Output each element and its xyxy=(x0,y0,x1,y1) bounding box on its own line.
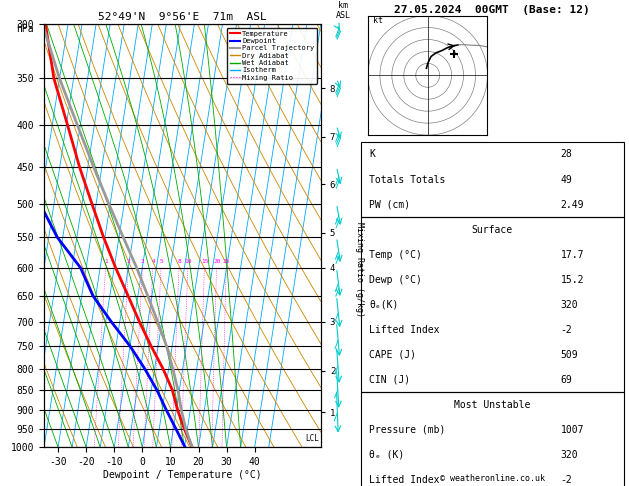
Text: km
ASL: km ASL xyxy=(335,0,350,20)
Text: Most Unstable: Most Unstable xyxy=(454,399,530,410)
Text: LCL: LCL xyxy=(306,434,320,443)
Text: 69: 69 xyxy=(560,375,572,384)
Text: Totals Totals: Totals Totals xyxy=(369,174,445,185)
Title: 52°49'N  9°56'E  71m  ASL: 52°49'N 9°56'E 71m ASL xyxy=(98,12,267,22)
Text: 2: 2 xyxy=(127,260,131,264)
Text: 2.49: 2.49 xyxy=(560,200,584,209)
Text: Pressure (mb): Pressure (mb) xyxy=(369,425,445,434)
Text: 15: 15 xyxy=(201,260,208,264)
Text: 15.2: 15.2 xyxy=(560,275,584,285)
Text: 27.05.2024  00GMT  (Base: 12): 27.05.2024 00GMT (Base: 12) xyxy=(394,5,590,15)
Bar xyxy=(361,142,623,217)
Text: 49: 49 xyxy=(560,174,572,185)
Text: 5: 5 xyxy=(159,260,163,264)
Text: 17.7: 17.7 xyxy=(560,250,584,260)
Text: CAPE (J): CAPE (J) xyxy=(369,349,416,360)
Text: 28: 28 xyxy=(560,150,572,159)
Text: 3: 3 xyxy=(141,260,145,264)
Text: K: K xyxy=(369,150,375,159)
Text: θₑ (K): θₑ (K) xyxy=(369,450,404,460)
Text: © weatheronline.co.uk: © weatheronline.co.uk xyxy=(440,473,545,483)
Text: Surface: Surface xyxy=(472,225,513,235)
Text: 1007: 1007 xyxy=(560,425,584,434)
Legend: Temperature, Dewpoint, Parcel Trajectory, Dry Adiabat, Wet Adiabat, Isotherm, Mi: Temperature, Dewpoint, Parcel Trajectory… xyxy=(227,28,317,84)
Text: 320: 320 xyxy=(560,450,578,460)
Text: 4: 4 xyxy=(151,260,155,264)
Text: kt: kt xyxy=(373,16,382,25)
X-axis label: Dewpoint / Temperature (°C): Dewpoint / Temperature (°C) xyxy=(103,469,262,480)
Text: Temp (°C): Temp (°C) xyxy=(369,250,422,260)
Text: Lifted Index: Lifted Index xyxy=(369,325,440,335)
Text: -2: -2 xyxy=(560,325,572,335)
Text: 20: 20 xyxy=(213,260,221,264)
Text: θₑ(K): θₑ(K) xyxy=(369,299,398,310)
Text: hPa: hPa xyxy=(16,24,34,35)
Text: CIN (J): CIN (J) xyxy=(369,375,410,384)
Text: 1: 1 xyxy=(104,260,108,264)
Text: -2: -2 xyxy=(560,475,572,485)
Text: 8: 8 xyxy=(177,260,181,264)
Text: Dewp (°C): Dewp (°C) xyxy=(369,275,422,285)
Text: Mixing Ratio (g/kg): Mixing Ratio (g/kg) xyxy=(355,222,364,317)
Text: 320: 320 xyxy=(560,299,578,310)
Text: 10: 10 xyxy=(184,260,192,264)
Text: PW (cm): PW (cm) xyxy=(369,200,410,209)
Text: 25: 25 xyxy=(223,260,230,264)
Text: Lifted Index: Lifted Index xyxy=(369,475,440,485)
Bar xyxy=(361,217,623,392)
Bar xyxy=(361,392,623,486)
Text: 509: 509 xyxy=(560,349,578,360)
